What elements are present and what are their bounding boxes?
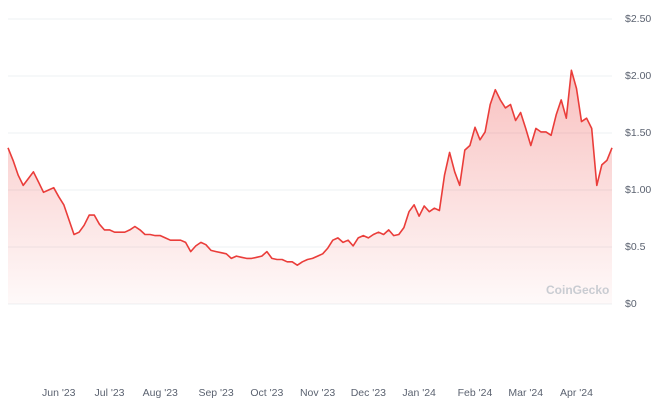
x-tick-label: Jan '24 [402, 387, 436, 399]
x-tick-label: Aug '23 [143, 387, 178, 399]
x-tick-label: Feb '24 [458, 387, 493, 399]
y-tick-label: $2.00 [625, 70, 651, 82]
area [8, 70, 612, 304]
y-tick-label: $1.50 [625, 127, 651, 139]
x-tick-label: Apr '24 [560, 387, 593, 399]
y-tick-label: $0.5 [625, 241, 646, 253]
y-tick-label: $0 [625, 298, 637, 310]
y-tick-label: $1.00 [625, 184, 651, 196]
x-tick-label: Mar '24 [508, 387, 543, 399]
x-tick-label: Dec '23 [351, 387, 386, 399]
price-line [7, 69, 613, 266]
x-tick-label: Nov '23 [300, 387, 335, 399]
x-tick-label: Jun '23 [42, 387, 76, 399]
y-tick-label: $2.50 [625, 13, 651, 25]
watermark: CoinGecko [546, 283, 609, 297]
x-tick-label: Jul '23 [94, 387, 124, 399]
x-tick-label: Sep '23 [198, 387, 233, 399]
x-tick-label: Oct '23 [250, 387, 283, 399]
